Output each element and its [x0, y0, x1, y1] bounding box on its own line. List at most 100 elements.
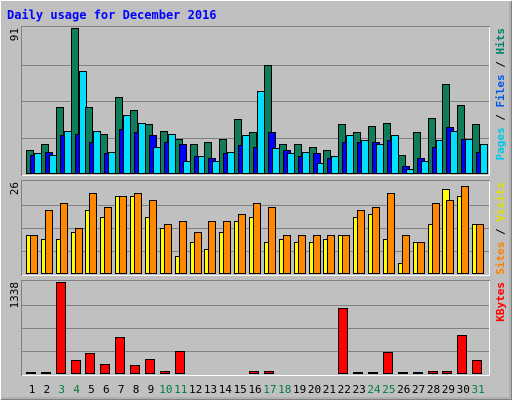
x-tick-label: 4 — [73, 383, 80, 396]
bar-sites-day-8 — [134, 193, 142, 274]
bar-sites-day-25 — [387, 193, 395, 274]
bar-kbytes-day-7 — [115, 337, 125, 374]
bar-sites-day-3 — [60, 203, 68, 274]
bar-sites-day-27 — [417, 242, 425, 274]
bar-sites-day-7 — [119, 196, 127, 274]
bar-kbytes-day-10 — [160, 371, 170, 374]
x-tick-label: 19 — [293, 383, 306, 396]
bar-kbytes-day-16 — [249, 371, 259, 374]
panel-bottom: 1338 KBytes — [8, 280, 507, 376]
bar-kbytes-day-8 — [130, 365, 140, 374]
bar-kbytes-day-26 — [398, 372, 408, 374]
x-tick-label: 30 — [457, 383, 470, 396]
bar-pages-day-18 — [287, 153, 295, 174]
bar-pages-day-1 — [34, 153, 42, 174]
bar-sites-day-18 — [283, 235, 291, 274]
bar-sites-day-10 — [164, 224, 172, 274]
axis-label-part: Pages — [494, 127, 507, 160]
plot-border-light-middle — [22, 181, 490, 276]
chart-panels: 91 Pages / Files / Hits 26 Sites / Visits 13… — [8, 26, 507, 376]
panel-top: 91 Pages / Files / Hits — [8, 26, 507, 176]
bar-pages-day-3 — [64, 131, 72, 174]
plot-border-light-bottom — [22, 281, 490, 376]
bar-pages-day-26 — [406, 169, 414, 174]
x-tick-label: 20 — [308, 383, 321, 396]
bar-sites-day-15 — [238, 214, 246, 274]
plot-border-dark-bottom — [21, 280, 490, 376]
bar-pages-day-7 — [123, 115, 131, 174]
bar-pages-day-11 — [183, 161, 191, 174]
bar-pages-day-13 — [212, 161, 220, 174]
axis-label-bottom: KBytes — [494, 282, 507, 322]
axis-label-part: Sites — [494, 242, 507, 275]
bar-kbytes-day-28 — [428, 371, 438, 374]
bar-pages-day-24 — [376, 144, 384, 174]
bar-sites-day-24 — [372, 207, 380, 274]
x-tick-label: 1 — [29, 383, 36, 396]
x-tick-label: 27 — [412, 383, 425, 396]
bar-pages-day-19 — [302, 152, 310, 174]
bar-pages-day-23 — [361, 140, 369, 174]
bar-sites-day-29 — [446, 200, 454, 274]
axis-label-part: Visits — [494, 182, 507, 222]
bar-kbytes-day-5 — [85, 353, 95, 374]
x-tick-label: 21 — [323, 383, 336, 396]
x-tick-label: 24 — [367, 383, 381, 396]
plot-border-light-top — [22, 27, 490, 176]
x-tick-label: 29 — [442, 383, 455, 396]
bar-kbytes-day-24 — [368, 372, 378, 374]
bar-sites-day-17 — [268, 207, 276, 274]
bar-sites-day-23 — [357, 210, 365, 274]
x-tick-label: 31 — [472, 383, 485, 396]
x-tick-label: 26 — [397, 383, 410, 396]
x-tick-label: 23 — [353, 383, 366, 396]
bar-sites-day-14 — [223, 221, 231, 274]
bar-kbytes-day-11 — [175, 351, 185, 374]
bar-pages-day-16 — [257, 91, 265, 174]
x-tick-label: 15 — [234, 383, 247, 396]
bar-kbytes-day-31 — [472, 360, 482, 374]
x-tick-label: 12 — [189, 383, 202, 396]
axis-label-part: / — [494, 222, 507, 242]
bar-sites-day-11 — [179, 221, 187, 274]
chart-title: Daily usage for December 2016 — [7, 8, 217, 22]
x-tick-label: 5 — [88, 383, 95, 396]
bar-sites-day-26 — [402, 235, 410, 274]
bar-kbytes-day-17 — [264, 371, 274, 374]
axis-label-part: / — [494, 108, 507, 128]
x-tick-label: 9 — [148, 383, 155, 396]
max-label-top: 91 — [8, 28, 21, 41]
bar-pages-day-14 — [227, 152, 235, 174]
bar-sites-day-28 — [432, 203, 440, 274]
bar-sites-day-19 — [298, 235, 306, 274]
bar-sites-day-9 — [149, 200, 157, 274]
bar-kbytes-day-3 — [56, 282, 66, 374]
bar-pages-day-15 — [242, 135, 250, 174]
x-tick-label: 8 — [133, 383, 140, 396]
bar-pages-day-9 — [153, 147, 161, 174]
bar-sites-day-22 — [342, 235, 350, 274]
bar-kbytes-day-22 — [338, 308, 348, 374]
bar-sites-day-31 — [476, 224, 484, 274]
bar-kbytes-day-1 — [26, 372, 36, 374]
bar-sites-day-2 — [45, 210, 53, 274]
x-tick-label: 16 — [248, 383, 261, 396]
plot-border-dark-middle — [21, 180, 490, 276]
bar-sites-day-13 — [208, 221, 216, 274]
bar-sites-day-16 — [253, 203, 261, 274]
axis-label-part: / — [494, 55, 507, 75]
x-tick-label: 17 — [263, 383, 276, 396]
x-tick-label: 11 — [174, 383, 187, 396]
bar-sites-day-21 — [327, 235, 335, 274]
bar-pages-day-17 — [272, 148, 280, 174]
bar-kbytes-day-30 — [457, 335, 467, 374]
max-label-middle: 26 — [8, 182, 21, 195]
bar-kbytes-day-29 — [442, 371, 452, 374]
bar-kbytes-day-27 — [413, 372, 423, 374]
x-tick-label: 18 — [278, 383, 291, 396]
bar-pages-day-25 — [391, 135, 399, 174]
axis-label-part: KBytes — [494, 282, 507, 322]
bar-sites-day-5 — [89, 193, 97, 274]
max-label-bottom: 1338 — [8, 282, 21, 309]
